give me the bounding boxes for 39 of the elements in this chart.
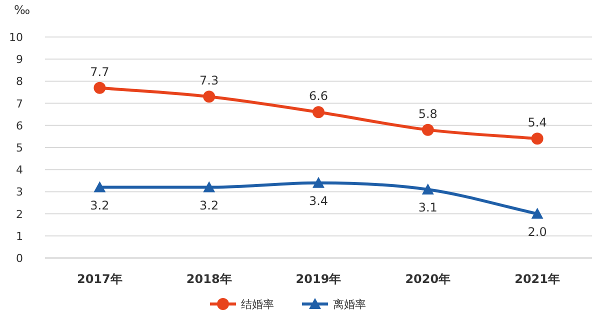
x-tick-label: 2019年 bbox=[296, 272, 342, 286]
data-label: 5.8 bbox=[418, 106, 438, 121]
y-tick-label: 10 bbox=[9, 31, 23, 44]
point bbox=[531, 132, 544, 145]
point bbox=[531, 208, 544, 219]
point bbox=[422, 183, 434, 194]
y-tick-label: 3 bbox=[16, 186, 23, 199]
y-tick-label: 5 bbox=[16, 142, 23, 154]
data-label: 3.4 bbox=[308, 194, 328, 208]
x-tick-label: 2020年 bbox=[405, 272, 451, 286]
y-tick-label: 4 bbox=[16, 164, 23, 177]
data-label: 3.1 bbox=[418, 200, 438, 214]
legend-label: 结婚率 bbox=[241, 298, 274, 311]
point bbox=[94, 181, 106, 192]
x-tick-label: 2017年 bbox=[76, 272, 122, 286]
point bbox=[203, 90, 216, 103]
point bbox=[312, 176, 324, 188]
data-label: 7.7 bbox=[90, 64, 110, 79]
data-label: 3.2 bbox=[90, 198, 110, 212]
y-tick-label: 0 bbox=[16, 252, 23, 265]
data-label: 3.2 bbox=[200, 198, 219, 212]
data-label: 2.0 bbox=[528, 224, 547, 239]
y-tick-label: 9 bbox=[16, 53, 23, 66]
point bbox=[422, 124, 434, 136]
x-tick-label: 2018年 bbox=[186, 272, 232, 286]
y-tick-label: 8 bbox=[16, 75, 23, 88]
data-label: 7.3 bbox=[200, 74, 219, 88]
x-tick-label: 2021年 bbox=[514, 272, 560, 286]
data-label: 6.6 bbox=[308, 89, 328, 104]
point bbox=[203, 181, 216, 192]
y-tick-label: 6 bbox=[16, 119, 23, 132]
point bbox=[312, 106, 324, 118]
data-label: 5.4 bbox=[528, 116, 547, 130]
point bbox=[94, 82, 106, 94]
legend-label: 离婚率 bbox=[333, 298, 366, 311]
y-tick-label: 7 bbox=[16, 97, 23, 110]
y-tick-label: 1 bbox=[16, 230, 23, 243]
y-tick-label: 2 bbox=[16, 208, 23, 221]
y-axis-title: ‰ bbox=[14, 3, 30, 17]
